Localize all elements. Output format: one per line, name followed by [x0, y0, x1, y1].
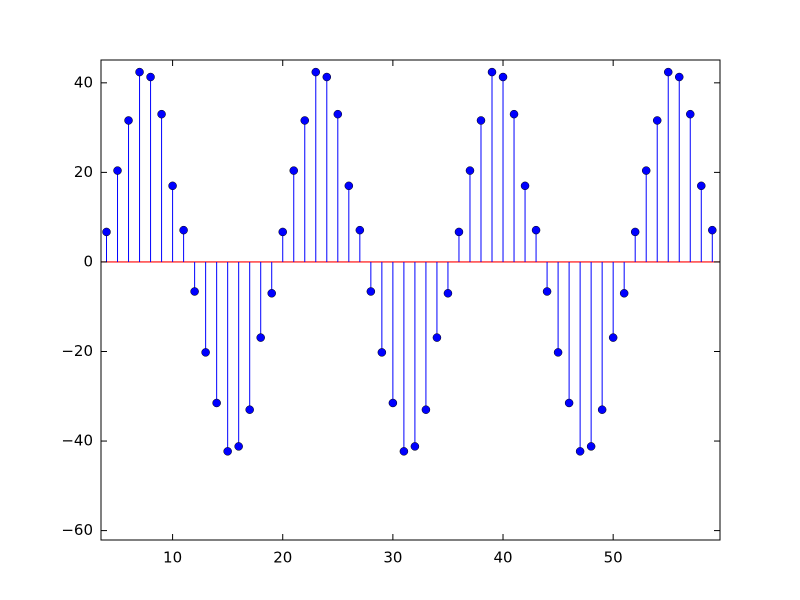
stem-marker [686, 109, 695, 119]
y-tick-label: 20 [74, 163, 93, 181]
stem-marker [157, 109, 166, 119]
stem-marker [410, 442, 420, 451]
stem-marker [652, 116, 662, 125]
x-tick-label: 20 [273, 549, 292, 567]
stem-marker [135, 67, 144, 77]
stem-marker [190, 287, 199, 296]
stem-marker [476, 116, 486, 125]
stem-marker [333, 109, 343, 119]
stem-marker [619, 289, 629, 298]
stem-marker [454, 227, 464, 237]
stem-marker [432, 333, 442, 342]
stem-marker [575, 447, 585, 456]
stem-marker [630, 227, 640, 237]
stem-marker [586, 442, 596, 451]
stem-marker [102, 227, 111, 237]
stem-marker [322, 72, 332, 82]
stem-marker [234, 442, 243, 451]
stem-marker [300, 116, 310, 125]
stem-marker [608, 333, 618, 342]
stem-marker [146, 72, 155, 82]
stem-marker [355, 225, 365, 235]
stem-marker [113, 166, 122, 175]
stem-marker [201, 348, 210, 357]
stem-marker [289, 166, 298, 175]
stem-marker [179, 225, 188, 235]
stem-marker [399, 447, 409, 456]
stem-marker [366, 287, 376, 296]
stem-marker [708, 225, 717, 235]
stem-marker [256, 333, 265, 342]
y-tick-label: 40 [74, 73, 93, 91]
stem-marker [597, 405, 607, 414]
y-tick-label: −40 [61, 432, 93, 450]
y-tick-label: −60 [61, 521, 93, 539]
x-tick-label: 30 [383, 549, 402, 567]
stem-marker [674, 72, 684, 82]
stem-marker [168, 181, 177, 191]
stem-marker [697, 181, 706, 191]
stem-marker [344, 181, 354, 191]
y-tick-label: −20 [61, 342, 93, 360]
stem-marker [443, 289, 453, 298]
y-tick-label: 0 [83, 252, 93, 270]
x-tick-label: 40 [493, 549, 512, 567]
stem-marker [465, 166, 475, 175]
stem-marker [498, 72, 508, 82]
stem-marker [245, 405, 254, 414]
plot-frame [100, 59, 721, 541]
stem-marker [278, 227, 287, 237]
stem-marker [267, 289, 276, 298]
stem-marker [421, 405, 431, 414]
stem-marker [487, 67, 497, 77]
x-tick-label: 50 [604, 549, 623, 567]
stem-marker [509, 109, 519, 119]
stem-marker [124, 116, 133, 125]
x-tick-label: 10 [163, 549, 182, 567]
stem-marker [388, 398, 398, 408]
stem-marker [564, 398, 574, 408]
stem-marker [223, 447, 232, 456]
stem-marker [553, 348, 563, 357]
stem-marker [377, 348, 387, 357]
stem-marker [663, 67, 673, 77]
stem-marker [311, 67, 321, 77]
stem-marker [641, 166, 651, 175]
stem-marker [212, 398, 221, 408]
stem-marker [531, 225, 541, 235]
stem-marker [520, 181, 530, 191]
stem-marker [542, 287, 552, 296]
